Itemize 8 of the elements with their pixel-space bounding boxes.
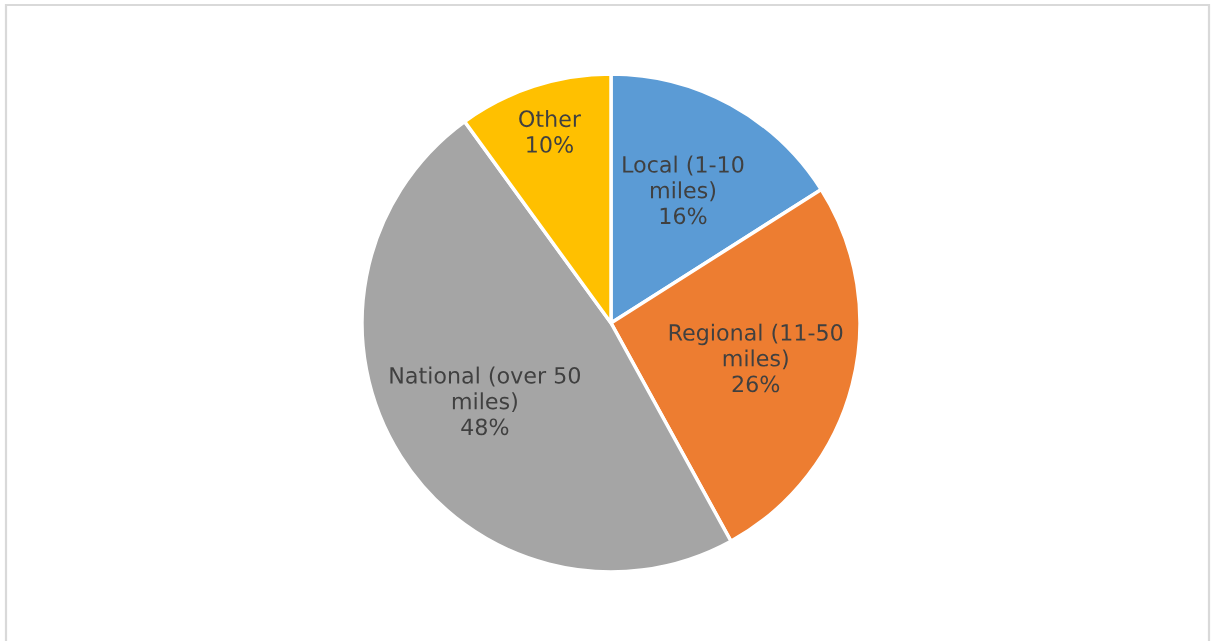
data-label: 16% [660,207,707,225]
slice-label: National (over 50 miles) [390,366,580,413]
slice-label: Other [519,109,581,128]
data-label: 10% [527,136,573,153]
data-label: 48% [461,418,509,436]
slice-label: Local (1-10 miles) [623,155,744,202]
slice-label: Regional (11-50 miles) [669,323,843,370]
data-label: 26% [732,375,780,393]
